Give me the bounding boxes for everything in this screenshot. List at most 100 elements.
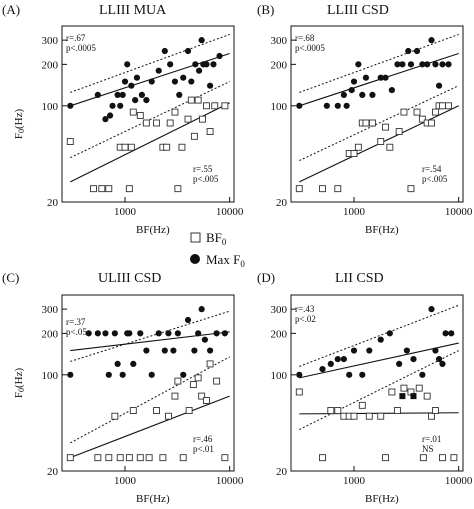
max-f0-point [340,356,347,363]
max-f0-point [138,91,145,98]
max-f0-point [396,360,403,367]
bf0-point [211,102,219,110]
y-tick-label: 20 [47,197,59,209]
max-f0-point [85,330,92,337]
confidence-line [70,81,230,159]
bf0-point [362,119,370,127]
max-f0-point [176,91,183,98]
bf0-point [159,454,167,462]
max-f0-point [216,52,223,60]
bf0-point [98,185,106,193]
stats-max-r: r=.67 [66,33,86,43]
y-tick-label: 100 [271,370,288,382]
plot-frame [290,294,464,472]
max-f0-point [419,61,426,68]
max-f0-point [405,47,412,55]
stats-max-r: r=.43 [295,304,315,314]
max-f0-point [198,37,205,44]
max-f0-point [439,61,446,68]
max-f0-point [346,371,353,378]
max-f0-point [192,61,199,68]
max-f0-point [334,356,341,363]
confidence-line [299,33,459,93]
bf0-point [358,401,366,409]
bf0-point [206,360,214,368]
bf0-point [354,143,362,151]
x-tick-label: 1000 [343,206,366,218]
bf0-point [199,115,206,123]
max-f0-point [132,97,139,104]
x-axis-label: BF(Hz) [136,493,170,505]
bf0-point [319,185,326,193]
bf0-point [400,384,408,392]
bf0-point [185,407,193,414]
confidence-line [70,33,230,93]
bf0-point [178,143,186,151]
legend-bf0-marker [190,232,201,243]
max-f0-point [191,347,198,354]
bf0-point [198,392,206,400]
bf0-point [213,377,221,385]
max-f0-point [167,61,174,68]
bf0-point [334,185,342,193]
bf0-point [400,108,408,116]
bf0-point [350,412,358,420]
bf0-point [418,115,426,123]
bf0-point [105,185,113,193]
x-tick-label: 1000 [114,206,137,218]
panel-d: (D) LII CSD 20 100 200 300 1000 10000 r=.43 p… [257,270,473,505]
bf0-point [136,454,144,462]
bf0-point [423,392,431,400]
y-tick-label: 200 [42,59,59,71]
max-f0-point [124,61,131,68]
panel-title: LLIII CSD [327,3,389,18]
confidence-line [299,85,459,162]
bf0-point [419,454,427,462]
bf0-point [125,185,133,193]
max-f0-point [174,330,181,337]
y-tick-label: 20 [47,466,59,478]
bf0-point [129,108,137,116]
stats-bf0-p: NS [422,444,434,454]
max-f0-point [155,67,162,74]
confidence-line [299,304,459,367]
bf0-point [382,123,389,131]
y-tick-label: 300 [42,35,59,47]
max-f0-point [165,330,172,337]
y-tick-label: 300 [271,35,288,47]
bf0-point [368,119,376,127]
max-f0-point [428,37,435,44]
y-tick-label: 20 [276,197,288,209]
filled-square-point [399,393,406,400]
legend: BF0 Max F0 [190,230,245,269]
bf0-point [295,185,303,193]
bf0-point [189,381,197,388]
bf0-point [413,108,421,116]
max-f0-point [382,74,389,81]
panel-title: LII CSD [335,271,384,286]
max-f0-point [399,61,406,68]
bf0-point [187,96,195,104]
bf0-point [145,454,153,462]
max-f0-point [180,371,187,378]
y-tick-label: 200 [42,328,59,340]
bf0-point [334,407,342,414]
bf0-point [90,185,97,193]
max-f0-point [327,360,334,367]
max-f0-point [203,61,210,68]
bf0-point [94,454,102,462]
max-f0-point [340,91,347,98]
stats-bf0-p: p<.005 [422,174,448,184]
max-f0-point [206,82,214,89]
y-axis-label: F0(Hz) [13,109,26,140]
panel-title: ULIII CSD [98,271,161,286]
bf0-point [415,384,423,392]
bf0-point [153,407,160,414]
max-f0-point [403,347,410,354]
max-f0-point [105,371,112,378]
bf0-point [377,412,385,420]
max-f0-point [143,347,150,354]
bf0-point [116,454,124,462]
max-f0-point [117,102,124,109]
